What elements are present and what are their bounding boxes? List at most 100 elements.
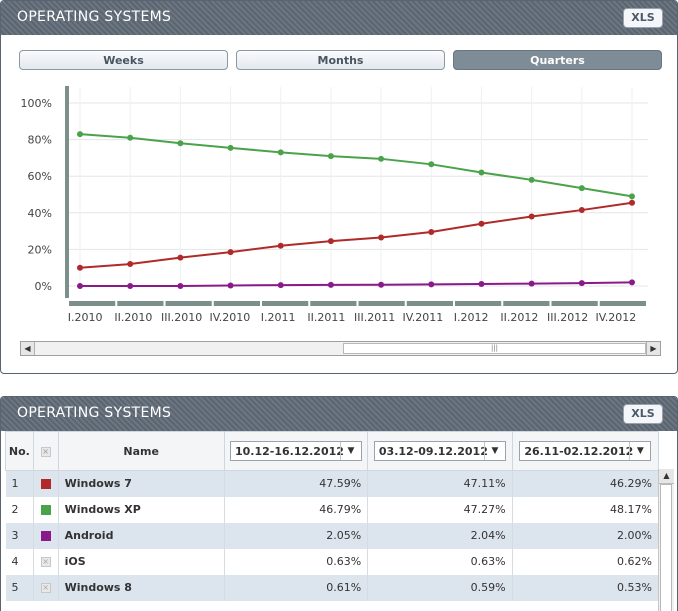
xls-export-button[interactable]: XLS bbox=[623, 8, 663, 28]
data-point bbox=[478, 169, 485, 176]
y-axis-bar bbox=[65, 86, 69, 298]
series-line bbox=[79, 133, 633, 198]
tab-months[interactable]: Months bbox=[236, 50, 445, 70]
data-point bbox=[227, 144, 234, 151]
os-table: No. × Name 10.12-16.12.2012 ▼ 03.12-09.12… bbox=[5, 431, 660, 601]
data-point bbox=[127, 283, 134, 289]
x-tick-label: III.2011 bbox=[354, 311, 395, 324]
table-row[interactable]: 5 × Windows 8 0.61% 0.59% 0.53% bbox=[5, 574, 660, 601]
data-point bbox=[478, 220, 485, 227]
row-color-cell[interactable]: × bbox=[33, 574, 59, 601]
os-name: Android bbox=[58, 522, 225, 549]
data-point bbox=[578, 207, 585, 214]
x-tick-label: I.2011 bbox=[261, 311, 296, 324]
xls-export-button[interactable]: XLS bbox=[623, 404, 663, 424]
x-tick-label: II.2011 bbox=[307, 311, 345, 324]
series-color-swatch bbox=[40, 479, 51, 490]
row-number: 2 bbox=[5, 496, 34, 523]
data-point bbox=[327, 153, 334, 160]
data-point bbox=[629, 193, 635, 200]
scroll-left-arrow-icon[interactable]: ◀ bbox=[21, 342, 35, 355]
table-row[interactable]: 3 Android 2.05% 2.04% 2.00% bbox=[5, 522, 660, 549]
row-number: 5 bbox=[5, 574, 34, 601]
row-color-cell[interactable] bbox=[33, 470, 59, 497]
tab-weeks[interactable]: Weeks bbox=[19, 50, 228, 70]
y-tick-label: 0% bbox=[35, 280, 52, 293]
x-tick-label: III.2010 bbox=[161, 311, 202, 324]
value-date2: 47.11% bbox=[367, 470, 513, 497]
tab-quarters[interactable]: Quarters bbox=[453, 50, 662, 70]
table-body: 1 Windows 7 47.59% 47.11% 46.29% 2 Windows XP 4… bbox=[5, 470, 660, 601]
x-tick-label: IV.2010 bbox=[209, 311, 250, 324]
date-select-1[interactable]: 10.12-16.12.2012 ▼ bbox=[229, 441, 362, 461]
value-date1: 47.59% bbox=[224, 470, 369, 497]
date-select-3[interactable]: 26.11-02.12.2012 ▼ bbox=[519, 441, 652, 461]
col-header-date2[interactable]: 03.12-09.12.2012 ▼ bbox=[367, 431, 513, 471]
color-placeholder-icon: × bbox=[40, 583, 51, 593]
data-point bbox=[127, 134, 134, 141]
data-point bbox=[77, 264, 83, 271]
x-axis-segment bbox=[165, 301, 212, 306]
data-point bbox=[277, 242, 284, 249]
scroll-up-arrow-icon[interactable]: ▲ bbox=[659, 469, 674, 484]
panel-header: OPERATING SYSTEMS XLS bbox=[1, 1, 677, 35]
chart-horizontal-scrollbar[interactable]: ◀ ||| ▶ bbox=[20, 341, 661, 356]
table-vertical-scrollbar[interactable]: ▲ bbox=[658, 469, 674, 611]
table-row[interactable]: 1 Windows 7 47.59% 47.11% 46.29% bbox=[5, 470, 660, 497]
y-tick-label: 100% bbox=[21, 97, 52, 110]
series-color-swatch bbox=[40, 531, 51, 541]
data-point bbox=[77, 283, 83, 289]
x-axis-segment bbox=[213, 301, 260, 306]
os-name: Windows 8 bbox=[58, 574, 225, 601]
x-axis-segment bbox=[262, 301, 309, 306]
row-color-cell[interactable] bbox=[33, 522, 59, 549]
chart-area: Weeks Months Quarters 100% 80% 60% 40% 20% 0%… bbox=[6, 35, 672, 368]
chevron-down-icon[interactable]: ▼ bbox=[483, 442, 505, 460]
panel-title: OPERATING SYSTEMS bbox=[17, 9, 172, 25]
col-header-name[interactable]: Name bbox=[57, 431, 225, 471]
value-date3: 46.29% bbox=[512, 470, 660, 497]
color-placeholder-icon: × bbox=[40, 446, 51, 457]
data-point bbox=[428, 161, 435, 168]
x-axis-segment bbox=[358, 301, 405, 306]
value-date3: 0.62% bbox=[512, 548, 660, 575]
series-color-swatch bbox=[40, 505, 51, 515]
scroll-thumb[interactable]: ||| bbox=[343, 343, 646, 354]
data-point bbox=[578, 185, 585, 192]
x-axis-segment bbox=[117, 301, 164, 306]
row-color-cell[interactable] bbox=[33, 496, 59, 523]
table-row[interactable]: 4 × iOS 0.63% 0.63% 0.62% bbox=[5, 548, 660, 575]
panel-header: OPERATING SYSTEMS XLS bbox=[1, 397, 677, 431]
y-tick-label: 40% bbox=[28, 207, 52, 220]
value-date3: 2.00% bbox=[512, 522, 660, 549]
data-point bbox=[528, 280, 535, 287]
date-select-3-label: 26.11-02.12.2012 bbox=[524, 445, 634, 458]
value-date1: 0.63% bbox=[224, 548, 369, 575]
data-point bbox=[77, 131, 83, 138]
date-select-2[interactable]: 03.12-09.12.2012 ▼ bbox=[373, 441, 506, 461]
value-date1: 2.05% bbox=[224, 522, 369, 549]
col-header-date3[interactable]: 26.11-02.12.2012 ▼ bbox=[511, 431, 660, 471]
row-color-cell[interactable]: × bbox=[33, 548, 59, 575]
date-select-2-label: 03.12-09.12.2012 bbox=[378, 445, 488, 458]
row-number: 1 bbox=[5, 470, 34, 497]
value-date2: 2.04% bbox=[367, 522, 513, 549]
scroll-right-arrow-icon[interactable]: ▶ bbox=[646, 342, 660, 355]
data-point bbox=[327, 281, 334, 288]
x-tick-label: III.2012 bbox=[547, 311, 588, 324]
col-header-no[interactable]: No. bbox=[5, 431, 34, 471]
table-row[interactable]: 2 Windows XP 46.79% 47.27% 48.17% bbox=[5, 496, 660, 523]
chevron-down-icon[interactable]: ▼ bbox=[339, 442, 361, 460]
data-point bbox=[227, 249, 234, 256]
data-point bbox=[478, 280, 485, 287]
chevron-down-icon[interactable]: ▼ bbox=[629, 442, 650, 460]
col-header-color[interactable]: × bbox=[32, 431, 59, 471]
os-name: Windows XP bbox=[58, 496, 225, 523]
series-line bbox=[79, 201, 633, 269]
scroll-thumb[interactable] bbox=[660, 484, 672, 611]
value-date2: 0.63% bbox=[367, 548, 513, 575]
x-tick-label: I.2012 bbox=[454, 311, 489, 324]
x-axis-segment bbox=[406, 301, 453, 306]
x-axis-segment bbox=[455, 301, 502, 306]
col-header-date1[interactable]: 10.12-16.12.2012 ▼ bbox=[223, 431, 369, 471]
